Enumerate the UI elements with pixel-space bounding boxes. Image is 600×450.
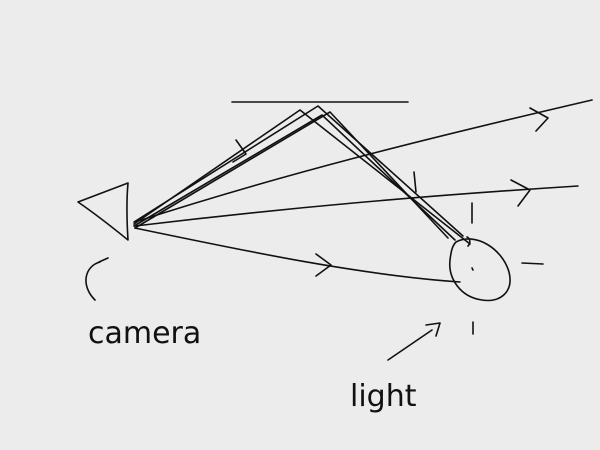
reflected-rays	[133, 105, 471, 245]
camera-label: camera	[88, 316, 201, 351]
direct-ray	[134, 227, 461, 283]
arrow-icon	[413, 171, 417, 193]
camera-icon	[77, 182, 129, 241]
light-bulb-icon	[449, 236, 511, 302]
camera-pointer-icon	[85, 257, 109, 301]
arrow-icon	[510, 179, 531, 207]
arrow-icon	[232, 139, 247, 163]
arrow-icons	[232, 107, 549, 277]
escaping-rays	[134, 99, 593, 227]
light-label: light	[350, 379, 417, 414]
arrow-icon	[315, 253, 332, 277]
arrow-icon	[529, 107, 549, 132]
light-pointer-icon	[387, 322, 441, 361]
light-glow-marks	[471, 202, 544, 335]
